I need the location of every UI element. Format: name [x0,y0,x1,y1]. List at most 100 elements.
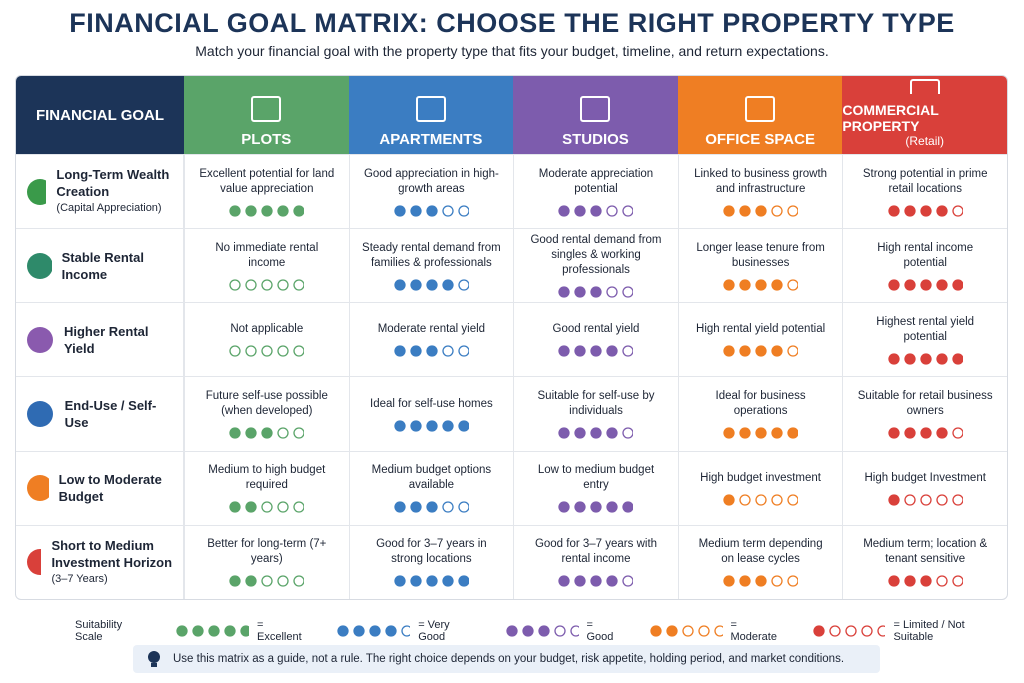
scale-level-label: = Excellent [257,619,302,643]
matrix-cell: Not applicable [184,302,349,377]
rating-dot [888,353,900,365]
column-name: APARTMENTS [379,131,483,148]
rating-dot [261,427,273,439]
rating-dot [570,625,579,637]
cell-text: Ideal for self-use homes [370,397,493,410]
cell-text: Medium term depending on lease cycles [698,538,823,566]
matrix-cell: Good rental yield [513,302,678,377]
cell-text: Medium term; location & tenant sensitive [863,538,988,566]
icon-shape [415,96,446,122]
rating-dot [522,625,534,637]
rating-dot [574,427,587,439]
rating-dot [245,345,257,358]
rating-dot [952,204,963,217]
rating-dots [558,286,634,298]
matrix-cell: Good appreciation in high-growth areas [348,154,514,229]
rating-dots [888,427,963,439]
rating-dot [245,427,257,439]
rating-dot [952,279,963,291]
rating-dot [293,279,305,291]
rating-dot [240,625,249,637]
rating-dot [622,286,634,298]
rating-dots [723,575,799,588]
icon-shape [580,96,611,122]
rating-dot [426,419,438,432]
rating-dot [458,279,469,291]
rating-dot [410,575,422,588]
rating-dot [622,501,634,513]
rating-dot [936,494,948,506]
rating-dot [192,625,204,637]
rating-dot [936,279,948,291]
goal-icon [27,178,47,205]
rating-dot [293,427,305,439]
rating-dot [245,279,257,291]
goal-text: Stable Rental Income [62,249,175,283]
rating-dot [410,501,422,513]
scale-level-label: = Limited / Not Suitable [893,619,965,643]
scale-label: Suitability Scale [75,619,123,643]
rating-dot [442,279,454,291]
rating-dot [277,501,289,513]
rating-dot [410,419,422,432]
rating-dot [229,427,241,439]
matrix-cell: Ideal for business operations [677,376,843,451]
rating-dots [394,501,469,513]
goal-cell: Low to Moderate Budget [16,450,184,525]
matrix-cell: Good for 3–7 years with rental income [513,524,678,599]
cell-text: Moderate appreciation potential [538,167,654,195]
rating-dot [558,575,571,588]
goal-sub: (Capital Appreciation) [56,202,162,215]
goal-text: Higher Rental Yield [64,323,175,357]
rating-dots [723,204,799,217]
column-icon [251,96,282,122]
cell-text: Excellent potential for land value appre… [199,167,335,195]
rating-dot [952,575,963,588]
rating-dot [458,204,469,217]
rating-dot [755,427,767,439]
rating-dot [723,427,735,439]
matrix-cell: Highest rental yield potential [842,302,1007,377]
rating-dot [506,625,518,637]
rating-dot [666,625,678,637]
column-name: COMMERCIAL PROPERTY [842,102,939,134]
rating-dot [293,345,305,358]
rating-dots [558,575,634,588]
rating-dot [574,345,587,358]
rating-dots [723,494,799,506]
column-icon [580,96,611,122]
matrix-cell: High rental yield potential [677,302,843,377]
rating-dot [723,345,735,358]
rating-dot [574,501,587,513]
cell-text: Suitable for retail business owners [857,390,993,418]
rating-dot [277,427,289,439]
rating-dot [606,345,619,358]
rating-dot [920,279,932,291]
rating-dot [606,427,619,439]
rating-dot [771,279,783,291]
rating-dot [739,494,751,506]
rating-dot [888,279,900,291]
goal-text: End-Use / Self-Use [65,397,175,431]
rating-dot [723,204,735,217]
icon-shape [27,252,52,279]
rating-dot [261,575,273,588]
icon-shape [27,326,53,353]
rating-dot [293,501,305,513]
rating-dot [682,625,694,637]
rating-dot [229,279,241,291]
goal-icon [27,401,53,428]
rating-dots [558,427,634,439]
rating-dot [771,575,783,588]
cell-text: Linked to business growth and infrastruc… [694,167,828,195]
rating-dot [952,353,963,365]
rating-dot [813,625,825,637]
cell-text: Not applicable [230,323,304,336]
rating-dot [920,353,932,365]
note-box: Use this matrix as a guide, not a rule. … [133,645,880,673]
rating-dot [558,204,571,217]
rating-dot [458,501,469,513]
rating-dot [229,204,241,217]
rating-dots [394,204,469,217]
rating-dot [920,427,932,439]
